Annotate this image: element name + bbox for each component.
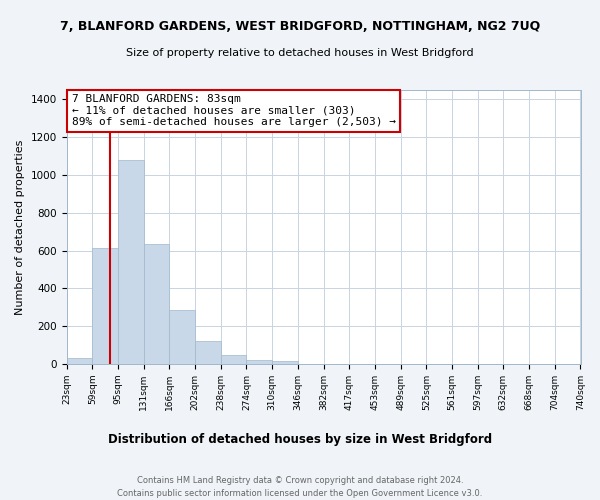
Bar <box>144 244 169 364</box>
Text: 7, BLANFORD GARDENS, WEST BRIDGFORD, NOTTINGHAM, NG2 7UQ: 7, BLANFORD GARDENS, WEST BRIDGFORD, NOT… <box>60 20 540 33</box>
Text: Contains public sector information licensed under the Open Government Licence v3: Contains public sector information licen… <box>118 489 482 498</box>
Bar <box>92 248 118 364</box>
Bar <box>195 341 221 364</box>
Text: Contains HM Land Registry data © Crown copyright and database right 2024.: Contains HM Land Registry data © Crown c… <box>137 476 463 485</box>
Bar <box>247 360 272 364</box>
Text: Distribution of detached houses by size in West Bridgford: Distribution of detached houses by size … <box>108 432 492 446</box>
Bar <box>272 361 298 364</box>
Text: 7 BLANFORD GARDENS: 83sqm
← 11% of detached houses are smaller (303)
89% of semi: 7 BLANFORD GARDENS: 83sqm ← 11% of detac… <box>71 94 395 128</box>
Bar <box>118 160 144 364</box>
Text: Size of property relative to detached houses in West Bridgford: Size of property relative to detached ho… <box>126 48 474 58</box>
Bar <box>221 355 247 364</box>
Bar <box>169 310 195 364</box>
Bar <box>67 358 92 364</box>
Y-axis label: Number of detached properties: Number of detached properties <box>15 140 25 314</box>
